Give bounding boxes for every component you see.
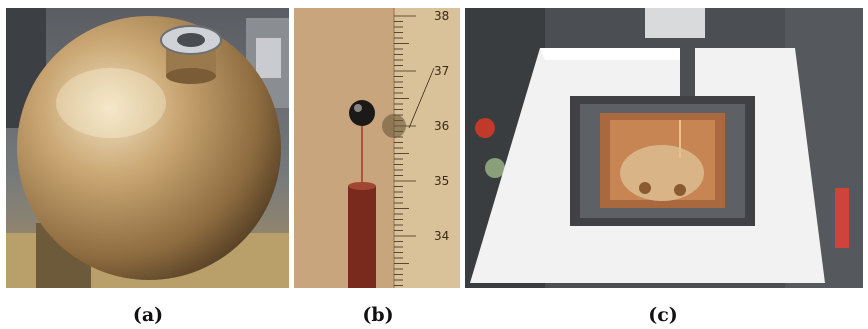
photo-panel-b: 38 37 36 35 34 (294, 8, 460, 288)
caption-c: (c) (648, 304, 678, 326)
ruler-mark-36: 36 (434, 119, 449, 133)
ruler-mark-37: 37 (434, 64, 449, 78)
sphere-vessel-illustration (6, 8, 289, 288)
bead-ruler-illustration: 38 37 36 35 34 (294, 8, 460, 288)
shielding-box-illustration (465, 8, 863, 288)
ruler-mark-35: 35 (434, 174, 449, 188)
caption-a: (a) (132, 304, 164, 326)
ruler-mark-34: 34 (434, 229, 449, 243)
caption-b: (b) (362, 304, 394, 326)
photo-panel-a (6, 8, 289, 288)
ruler-mark-38: 38 (434, 9, 449, 23)
photo-panel-c (465, 8, 863, 288)
